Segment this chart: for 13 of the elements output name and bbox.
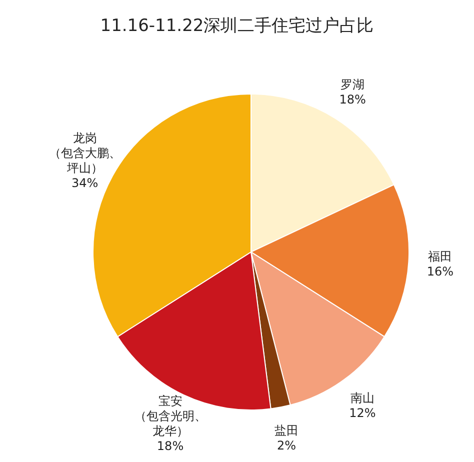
data-label: 34% <box>72 176 98 190</box>
slice-label: 盐田 <box>274 424 299 438</box>
data-label: 2% <box>277 438 296 453</box>
slice-label: 罗湖 <box>340 77 365 92</box>
slice-label: 福田 <box>428 249 452 264</box>
slice-label: 宝安（包含光明、龙华） <box>134 394 206 438</box>
data-label: 12% <box>349 406 376 420</box>
chart-title: 11.16-11.22深圳二手住宅过户占比 <box>99 15 375 38</box>
slice-label: 南山 <box>350 390 374 405</box>
data-label: 18% <box>339 92 366 106</box>
data-label: 16% <box>426 264 454 278</box>
slice-label: 龙岗（包含大鹏、坪山） <box>48 131 121 176</box>
data-label: 18% <box>156 439 184 454</box>
